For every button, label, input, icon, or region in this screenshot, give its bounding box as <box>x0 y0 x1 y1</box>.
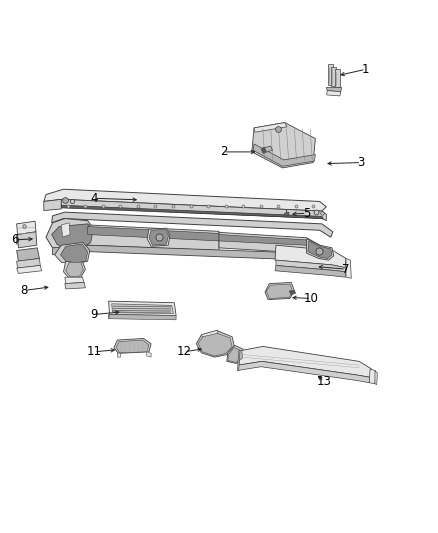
Polygon shape <box>375 371 378 385</box>
Polygon shape <box>61 199 326 221</box>
Polygon shape <box>18 232 37 248</box>
Polygon shape <box>275 265 346 277</box>
Polygon shape <box>52 212 333 237</box>
Polygon shape <box>44 189 326 211</box>
Polygon shape <box>253 144 315 166</box>
Polygon shape <box>198 333 232 356</box>
Polygon shape <box>88 227 219 241</box>
Polygon shape <box>331 67 336 86</box>
Polygon shape <box>219 235 318 252</box>
Polygon shape <box>307 239 334 260</box>
Polygon shape <box>113 312 171 313</box>
Polygon shape <box>17 259 40 268</box>
Polygon shape <box>17 265 42 273</box>
Polygon shape <box>17 235 18 244</box>
Polygon shape <box>113 308 171 309</box>
Text: 12: 12 <box>177 345 191 358</box>
Polygon shape <box>113 310 171 311</box>
Polygon shape <box>17 248 39 261</box>
Polygon shape <box>112 304 173 313</box>
Text: 4: 4 <box>90 192 98 205</box>
Polygon shape <box>66 262 83 277</box>
Polygon shape <box>147 228 170 246</box>
Polygon shape <box>61 223 70 237</box>
Polygon shape <box>308 241 332 259</box>
Polygon shape <box>55 243 90 264</box>
Polygon shape <box>227 345 244 364</box>
Polygon shape <box>239 346 371 377</box>
Polygon shape <box>237 351 240 370</box>
Polygon shape <box>61 205 323 219</box>
Polygon shape <box>265 282 294 300</box>
Text: 10: 10 <box>304 292 318 305</box>
Polygon shape <box>228 348 243 362</box>
Polygon shape <box>196 330 234 357</box>
Text: 3: 3 <box>358 156 365 169</box>
Polygon shape <box>326 87 342 92</box>
Polygon shape <box>254 123 287 132</box>
Text: 2: 2 <box>219 146 227 158</box>
Polygon shape <box>369 369 376 384</box>
Polygon shape <box>64 261 85 278</box>
Polygon shape <box>266 284 293 298</box>
Polygon shape <box>201 330 218 337</box>
Polygon shape <box>275 245 346 268</box>
Polygon shape <box>116 340 149 353</box>
Polygon shape <box>327 91 341 96</box>
Polygon shape <box>65 277 84 284</box>
Polygon shape <box>263 146 272 152</box>
Polygon shape <box>88 225 219 251</box>
Polygon shape <box>17 221 36 235</box>
Polygon shape <box>219 232 320 256</box>
Text: 6: 6 <box>11 233 19 246</box>
Text: 1: 1 <box>362 63 370 76</box>
Polygon shape <box>261 147 266 154</box>
Polygon shape <box>53 245 320 264</box>
Polygon shape <box>60 244 88 263</box>
Polygon shape <box>113 306 171 307</box>
Polygon shape <box>346 259 351 278</box>
Polygon shape <box>328 64 333 85</box>
Polygon shape <box>149 229 169 245</box>
Polygon shape <box>238 361 370 383</box>
Polygon shape <box>52 224 93 249</box>
Text: 9: 9 <box>90 308 98 321</box>
Text: 8: 8 <box>21 284 28 297</box>
Polygon shape <box>147 352 151 357</box>
Polygon shape <box>289 290 296 295</box>
Text: 7: 7 <box>342 263 350 276</box>
Polygon shape <box>46 219 94 251</box>
Polygon shape <box>284 212 289 216</box>
Text: 5: 5 <box>303 207 310 220</box>
Polygon shape <box>335 69 340 87</box>
Polygon shape <box>252 123 315 168</box>
Polygon shape <box>109 314 110 319</box>
Polygon shape <box>109 301 176 316</box>
Text: 11: 11 <box>87 345 102 358</box>
Polygon shape <box>114 338 151 353</box>
Polygon shape <box>276 260 346 272</box>
Polygon shape <box>65 282 85 289</box>
Text: 13: 13 <box>317 375 332 387</box>
Polygon shape <box>44 199 61 211</box>
Polygon shape <box>117 353 120 357</box>
Polygon shape <box>109 314 176 320</box>
